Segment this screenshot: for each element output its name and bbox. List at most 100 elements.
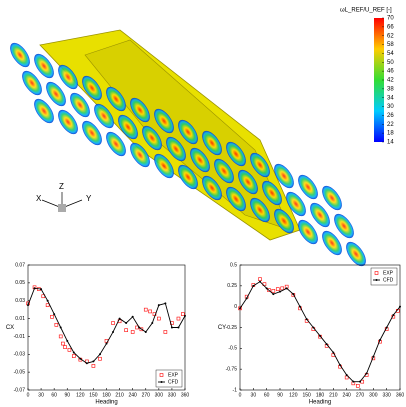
- exp-point: [98, 357, 101, 360]
- x-tick-label: 0: [239, 392, 242, 398]
- exp-point: [92, 364, 95, 367]
- cfd-point: [332, 352, 334, 354]
- cfd-point: [145, 331, 147, 333]
- x-tick-label: 330: [382, 392, 391, 398]
- vortex-slice: [6, 40, 34, 71]
- y-axis-label: CY: [218, 325, 226, 331]
- x-tick-label: 90: [277, 392, 283, 398]
- cfd-point: [279, 291, 281, 293]
- exp-point: [356, 384, 359, 387]
- cfd-point: [92, 360, 94, 362]
- legend-label: CFD: [168, 379, 179, 385]
- x-tick-label: 60: [264, 392, 270, 398]
- x-tick-label: 30: [38, 392, 44, 398]
- x-axis-label: Heading: [95, 400, 117, 406]
- cfd-point: [132, 316, 134, 318]
- cfd-point: [339, 364, 341, 366]
- exp-point: [164, 330, 167, 333]
- cfd-point: [326, 343, 328, 345]
- y-tick-label: 0.07: [15, 262, 25, 268]
- figure: X Y Z ωL_REF/U_REF [-]706662585450464238…: [0, 0, 406, 407]
- cfd-point: [259, 281, 261, 283]
- cfd-point: [246, 297, 248, 299]
- x-tick-label: 60: [51, 392, 57, 398]
- exp-point: [55, 323, 58, 326]
- x-tick-label: 120: [289, 392, 298, 398]
- y-tick-label: 0.5: [230, 262, 237, 268]
- exp-point: [259, 278, 262, 281]
- cfd-point: [158, 304, 160, 306]
- colorbar-tick-label: 26: [387, 113, 394, 119]
- y-tick-label: 0.03: [15, 298, 25, 304]
- x-tick-label: 270: [356, 392, 365, 398]
- colorbar-tick-label: 18: [387, 131, 394, 137]
- legend-label: EXP: [168, 372, 179, 378]
- x-tick-label: 0: [27, 392, 30, 398]
- y-tick-label: -0.01: [14, 334, 26, 340]
- x-tick-label: 150: [89, 392, 98, 398]
- cfd-point: [66, 340, 68, 342]
- cfd-point: [306, 318, 308, 320]
- legend-label: EXP: [383, 270, 394, 276]
- cfd-point: [312, 327, 314, 329]
- y-tick-label: -0.75: [226, 366, 238, 372]
- y-tick-label: 0.25: [227, 283, 237, 289]
- x-tick-label: 270: [142, 392, 151, 398]
- exp-point: [61, 342, 64, 345]
- cfd-line: [28, 288, 185, 363]
- cfd-point: [112, 331, 114, 333]
- cfd-point: [73, 352, 75, 354]
- cfd-point: [399, 306, 401, 308]
- cfd-point: [151, 322, 153, 324]
- y-tick-label: 0.01: [15, 316, 25, 322]
- cfd-point: [286, 287, 288, 289]
- exp-point: [59, 335, 62, 338]
- exp-point: [46, 304, 49, 307]
- exp-point: [281, 287, 284, 290]
- cfd-point: [379, 339, 381, 341]
- cfd-point: [99, 353, 101, 355]
- x-tick-label: 360: [396, 392, 405, 398]
- legend-label: CFD: [383, 277, 394, 283]
- cfd-point: [171, 327, 173, 329]
- cfd-point: [352, 381, 354, 383]
- page: {"axes_labels": ["X", "Y", "Z"], "chart_…: [0, 0, 406, 407]
- triad-cube: [58, 204, 66, 212]
- exp-point: [68, 348, 71, 351]
- colorbar-tick-label: 42: [387, 78, 394, 84]
- exp-point: [272, 289, 275, 292]
- colorbar-tick-label: 14: [387, 140, 394, 146]
- x-tick-label: 210: [329, 392, 338, 398]
- y-tick-label: -1: [233, 387, 238, 393]
- y-tick-label: 0.05: [15, 280, 25, 286]
- exp-point: [131, 330, 134, 333]
- triad-label: X: [36, 194, 42, 203]
- cfd-point: [292, 293, 294, 295]
- cfd-point: [239, 307, 241, 309]
- cfd-point: [34, 287, 36, 289]
- legend-swatch: [376, 279, 378, 281]
- x-tick-label: 240: [342, 392, 351, 398]
- x-tick-label: 240: [128, 392, 137, 398]
- triad-label: Y: [86, 194, 92, 203]
- x-tick-label: 180: [102, 392, 111, 398]
- colorbar-tick-label: 54: [387, 51, 394, 57]
- colorbar-tick-label: 46: [387, 69, 394, 75]
- x-tick-label: 150: [302, 392, 311, 398]
- y-axis-label: CX: [6, 325, 14, 331]
- x-tick-label: 210: [115, 392, 124, 398]
- colorbar-tick-label: 62: [387, 33, 394, 39]
- cfd-point: [299, 306, 301, 308]
- cfd-point: [53, 313, 55, 315]
- colorbar-tick-label: 22: [387, 122, 394, 128]
- cfd-point: [386, 327, 388, 329]
- cfd-point: [164, 302, 166, 304]
- exp-point: [64, 346, 67, 349]
- exp-point: [50, 315, 53, 318]
- cfd-point: [366, 372, 368, 374]
- cfd-point: [119, 318, 121, 320]
- cfd-point: [106, 343, 108, 345]
- cfd-point: [346, 374, 348, 376]
- colorbar-tick-label: 58: [387, 42, 394, 48]
- cfd-point: [40, 288, 42, 290]
